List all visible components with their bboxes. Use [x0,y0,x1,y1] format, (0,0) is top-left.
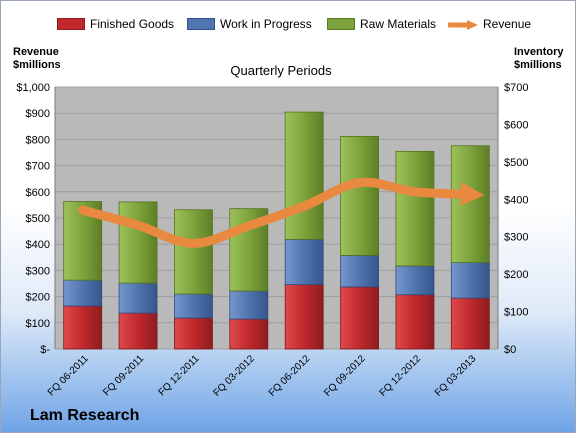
legend-finished-goods-swatch [57,17,85,30]
right-tick-label: $400 [504,194,528,206]
bar-finished-goods [63,305,103,350]
right-tick-label: $700 [504,82,528,94]
legend-revenue: Revenue [446,16,532,32]
bar-raw-materials [118,201,158,284]
right-tick-label: $300 [504,232,528,244]
revenue-line [78,177,485,248]
left-tick-label: $700 [26,161,50,173]
left-tick-label: $500 [26,213,50,225]
legend-finished-goods: Finished Goods [57,16,174,32]
right-tick-label: $0 [504,344,516,356]
bar-finished-goods [284,284,324,350]
bar-work-in-progress [63,279,103,307]
bar-finished-goods [229,318,269,350]
left-tick-label: $- [40,344,50,356]
right-axis-title: Inventory $millions [514,46,564,72]
bar-finished-goods [395,294,435,350]
bar-raw-materials [450,145,490,263]
x-tick-label: FQ 06-2012 [267,353,313,399]
right-axis-title-line-1: Inventory [514,46,564,58]
bar-work-in-progress [229,290,269,320]
bar-raw-materials [284,111,324,240]
right-tick-label: $600 [504,119,528,131]
bar-finished-goods [450,297,490,350]
left-tick-label: $1,000 [16,82,50,94]
left-tick-label: $600 [26,187,50,199]
bar-raw-materials [174,209,213,295]
bar-finished-goods [174,317,213,350]
right-axis-title-line-2: $millions [514,59,562,71]
x-tick-label: FQ 06-2011 [46,353,91,398]
x-tick-label: FQ 12-2011 [157,353,202,398]
left-axis-title: Revenue $millions [13,46,61,72]
right-tick-label: $500 [504,157,528,169]
legend-wip: Work in Progress [187,16,312,32]
legend-revenue-arrow-icon [446,19,478,30]
bar-work-in-progress [118,282,158,314]
right-tick-label: $200 [504,269,528,281]
bar-work-in-progress [395,265,435,296]
x-tick-label: FQ 09-2012 [322,353,368,399]
bar-work-in-progress [284,238,324,286]
chart-title: Quarterly Periods [230,63,332,78]
bar-finished-goods [118,312,158,350]
bar-raw-materials [395,150,435,267]
legend-revenue-label: Revenue [483,16,532,31]
left-axis-title-line-1: Revenue [13,46,59,58]
legend-finished-goods-label: Finished Goods [90,16,175,31]
legend-wip-label: Work in Progress [220,16,312,31]
left-tick-label: $400 [26,239,50,251]
bar-work-in-progress [174,293,213,319]
company-name: Lam Research [30,407,140,424]
legend-wip-swatch [187,17,215,30]
bar-raw-materials [340,136,379,256]
right-tick-label: $100 [504,307,528,319]
legend-raw-materials: Raw Materials [327,16,436,32]
legend-raw-materials-swatch [327,17,355,30]
left-tick-label: $200 [26,292,50,304]
x-tick-label: FQ 03-2012 [211,353,257,399]
left-tick-label: $900 [26,108,50,120]
left-tick-label: $100 [26,318,50,330]
left-axis-title-line-2: $millions [13,59,61,71]
x-tick-label: FQ 12-2012 [378,353,424,399]
legend-raw-materials-label: Raw Materials [360,16,437,31]
bar-finished-goods [340,286,379,350]
x-tick-label: FQ 03-2013 [433,353,479,399]
left-tick-label: $300 [26,265,50,277]
left-tick-label: $800 [26,134,50,146]
legend-revenue-swatch [446,19,478,30]
bar-work-in-progress [340,255,379,288]
bar-work-in-progress [450,262,490,299]
x-tick-label: FQ 09-2011 [101,353,146,398]
